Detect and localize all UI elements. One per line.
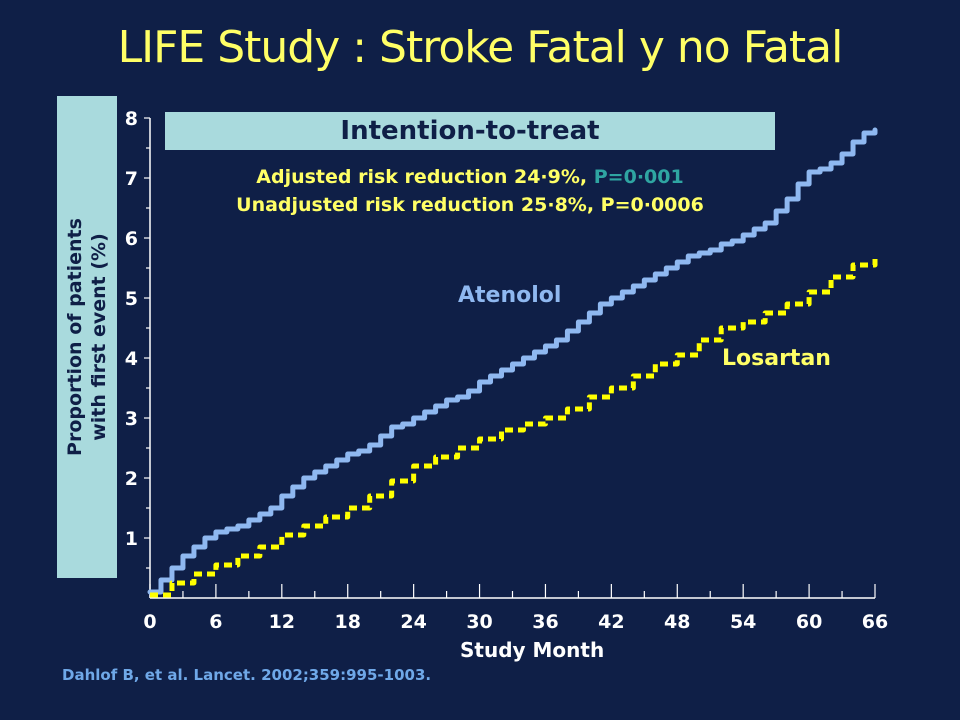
y-tick-label: 3 (125, 408, 138, 430)
x-tick-label: 60 (796, 611, 822, 633)
y-tick-label: 6 (125, 228, 138, 250)
x-axis-title: Study Month (460, 638, 605, 662)
y-tick-label: 7 (125, 168, 138, 190)
x-tick-label: 54 (730, 611, 756, 633)
x-tick-label: 36 (532, 611, 558, 633)
atenolol-series-label: Atenolol (458, 283, 562, 308)
x-tick-label: 30 (466, 611, 492, 633)
adjusted-p-value: P=0·001 (593, 166, 684, 188)
x-tick-label: 24 (400, 611, 426, 633)
y-axis-label-box (57, 96, 117, 578)
x-tick-label: 42 (598, 611, 624, 633)
atenolol-line (147, 127, 878, 595)
intention-to-treat-label: Intention-to-treat (165, 112, 775, 150)
x-tick-label: 12 (269, 611, 295, 633)
x-tick-label: 66 (862, 611, 888, 633)
adjusted-risk-text: Adjusted risk reduction 24·9%, (256, 166, 594, 188)
y-tick-label: 1 (125, 528, 138, 550)
losartan-line (150, 259, 878, 598)
adjusted-risk-note: Adjusted risk reduction 24·9%, P=0·001 (160, 166, 780, 188)
y-tick-label: 8 (125, 108, 138, 130)
y-tick-label: 4 (125, 348, 138, 370)
y-tick-label: 2 (125, 468, 138, 490)
losartan-series-label: Losartan (722, 346, 831, 371)
citation: Dahlof B, et al. Lancet. 2002;359:995-10… (62, 666, 432, 684)
x-tick-label: 18 (335, 611, 361, 633)
x-tick-label: 6 (209, 611, 222, 633)
x-tick-label: 48 (664, 611, 690, 633)
y-tick-label: 5 (125, 288, 138, 310)
unadjusted-risk-note: Unadjusted risk reduction 25·8%, P=0·000… (236, 194, 704, 216)
slide-title: LIFE Study : Stroke Fatal y no Fatal (117, 22, 844, 73)
x-tick-label: 0 (143, 611, 156, 633)
